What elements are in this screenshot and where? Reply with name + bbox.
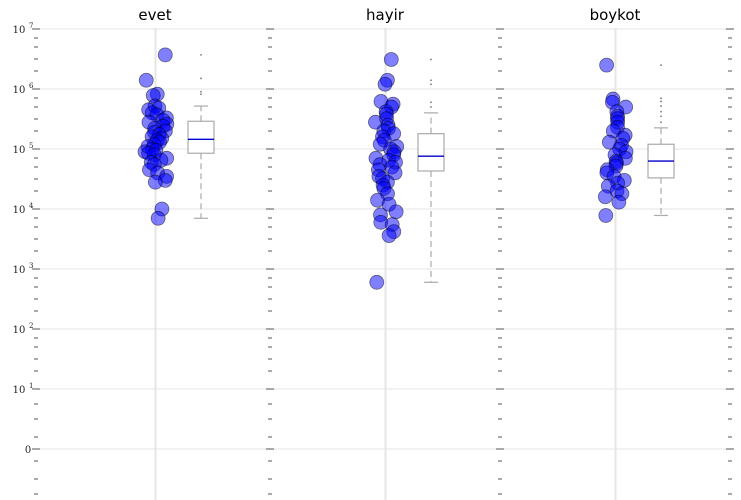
y-tick-label: 10 [13, 145, 26, 156]
data-point[interactable] [598, 208, 614, 223]
box-flier [200, 90, 202, 93]
box-flier [660, 100, 662, 103]
box-flier [660, 110, 662, 113]
panel-title: boykot [590, 6, 641, 24]
y-tick-label: 10 [13, 85, 26, 96]
box-flier [200, 77, 202, 80]
panel-title: evet [138, 6, 171, 24]
box-iqr [187, 120, 215, 154]
y-tick-label: 10 [13, 25, 26, 36]
data-point[interactable] [597, 189, 613, 205]
box-flier [200, 54, 202, 56]
data-point[interactable] [611, 194, 627, 210]
box-flier [430, 79, 432, 82]
y-tick-label: 10 [13, 385, 26, 396]
y-tick-label-exponent: 6 [29, 82, 34, 90]
y-tick-label-exponent: 5 [29, 142, 33, 150]
y-tick-label: 10 [13, 265, 26, 276]
box-flier [200, 93, 202, 96]
box-flier [430, 106, 432, 108]
y-tick-label: 10 [13, 205, 26, 216]
y-tick-label-exponent: 4 [29, 202, 34, 210]
box-iqr [417, 133, 445, 172]
data-point[interactable] [150, 210, 166, 226]
data-point[interactable] [157, 47, 173, 63]
box-flier [660, 115, 662, 118]
box-flier [660, 121, 662, 124]
box-flier [660, 97, 662, 100]
y-tick-label-exponent: 1 [29, 382, 33, 390]
y-tick-label-exponent: 2 [29, 322, 33, 330]
y-tick-label: 10 [13, 325, 26, 336]
y-tick-label: 0 [25, 445, 31, 456]
y-tick-label-exponent: 3 [29, 262, 33, 270]
panel-title: hayir [366, 6, 405, 24]
data-point[interactable] [381, 228, 397, 244]
data-point[interactable] [599, 57, 615, 73]
box-flier [660, 64, 662, 67]
box-flier [430, 101, 432, 104]
box-flier [430, 58, 432, 61]
y-tick-label-exponent: 7 [29, 22, 33, 30]
data-point[interactable] [138, 72, 154, 88]
data-point[interactable] [377, 76, 393, 92]
box-flier [660, 105, 662, 107]
box-flier [430, 83, 432, 86]
data-point[interactable] [383, 52, 399, 67]
data-point[interactable] [147, 174, 163, 190]
data-point[interactable] [388, 204, 404, 220]
data-point[interactable] [369, 274, 385, 290]
